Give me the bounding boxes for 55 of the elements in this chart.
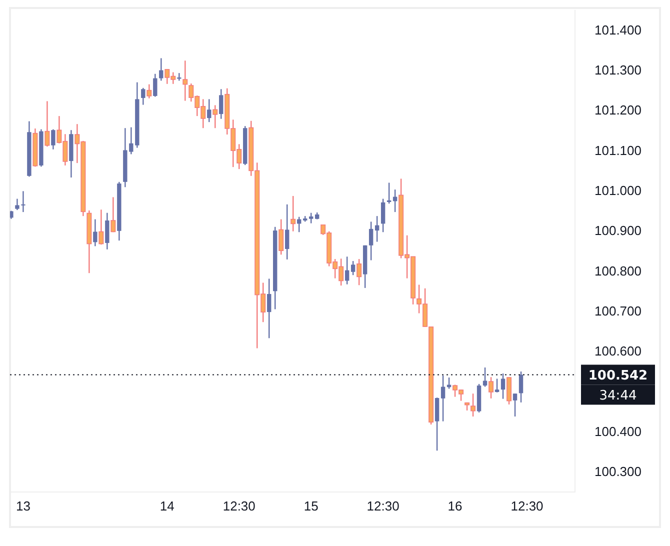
candlestick — [267, 278, 272, 339]
candlestick — [344, 256, 350, 285]
candlestick — [374, 215, 380, 242]
candlestick — [500, 372, 506, 400]
candlestick — [488, 376, 494, 400]
candlestick — [350, 260, 356, 276]
x-tick-label: 13 — [16, 498, 30, 514]
candlestick — [285, 204, 290, 260]
x-tick-label: 12:30 — [510, 498, 544, 514]
x-tick-label: 16 — [448, 498, 462, 514]
candlestick — [506, 376, 512, 406]
y-tick-label: 101.200 — [594, 102, 642, 118]
candlestick — [290, 195, 296, 232]
candlestick — [93, 218, 98, 247]
x-tick-label: 12:30 — [366, 498, 400, 514]
y-tick-label: 100.400 — [594, 424, 642, 439]
candlestick — [440, 374, 446, 422]
candlestick — [368, 221, 374, 261]
candlestick — [380, 198, 386, 233]
candlestick — [98, 209, 104, 246]
text: 34:44 — [599, 388, 637, 404]
candlestick — [153, 73, 158, 98]
y-tick-label: 100.300 — [594, 464, 642, 480]
candlestick — [434, 397, 440, 452]
candlestick — [308, 212, 314, 224]
y-tick-label: 100.900 — [594, 223, 642, 238]
y-tick-label: 100.600 — [594, 344, 642, 359]
candlestick — [518, 370, 524, 404]
x-tick-label: 14 — [160, 498, 174, 514]
candlestick — [110, 196, 116, 233]
ref-line-label: 100.542 — [588, 368, 648, 384]
candlestick — [512, 392, 518, 418]
candlestick — [182, 60, 188, 102]
candlestick — [141, 87, 146, 106]
y-tick-label: 101.400 — [594, 22, 642, 38]
y-tick-label: 101.300 — [594, 62, 642, 78]
x-tick-label: 12:30 — [222, 498, 256, 514]
candlestick — [494, 378, 500, 393]
candlestick — [51, 128, 56, 150]
candlestick — [219, 88, 224, 120]
x-tick-label: 15 — [304, 498, 318, 514]
candlestick — [212, 104, 218, 129]
candlestick — [482, 366, 488, 388]
y-tick-label: 101.100 — [594, 142, 642, 158]
y-tick-label: 101.000 — [594, 182, 642, 198]
candlestick — [470, 392, 476, 418]
candlestick — [105, 212, 110, 250]
candlestick — [146, 84, 152, 99]
candlestick — [356, 258, 362, 286]
candlestick — [159, 58, 164, 82]
y-tick-label: 100.700 — [594, 303, 642, 318]
candlestick — [44, 100, 50, 148]
candlestick — [278, 218, 284, 256]
candlestick — [207, 98, 212, 123]
y-tick-label: 100.800 — [594, 263, 642, 278]
